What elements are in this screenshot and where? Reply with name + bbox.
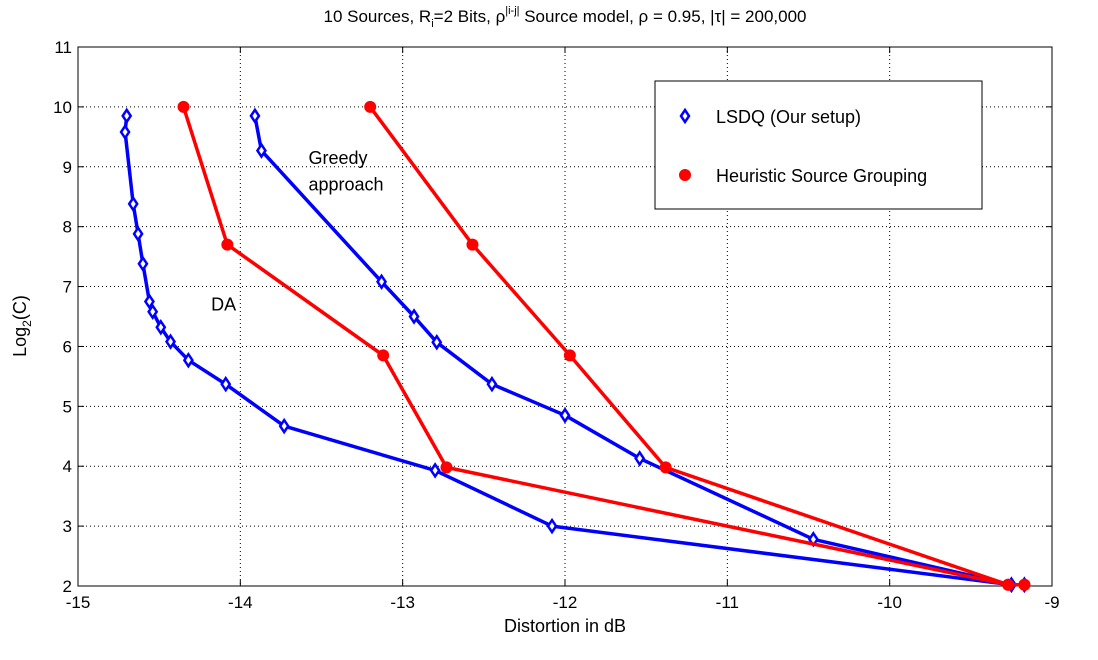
data-point xyxy=(220,375,232,393)
legend-label: Heuristic Source Grouping xyxy=(716,166,927,186)
annotation-label: Greedy xyxy=(309,148,368,168)
y-tick-label: 5 xyxy=(63,397,72,416)
data-point xyxy=(440,461,453,474)
data-point xyxy=(137,255,149,273)
data-point xyxy=(1002,578,1015,591)
axis-ticks: -15 -14 -13 -12 -11 -10 -9 2 3 4 5 6 7 8 9 10 11 xyxy=(53,38,1059,612)
legend-entry: Heuristic Source Grouping xyxy=(679,166,927,186)
y-axis-label-subscript: 2 xyxy=(20,320,34,327)
data-point xyxy=(634,450,646,467)
data-point xyxy=(119,123,131,141)
data-point xyxy=(155,319,167,336)
legend-box xyxy=(654,80,983,210)
legend: LSDQ (Our setup) Heuristic Source Groupin… xyxy=(654,80,983,210)
data-point xyxy=(486,375,498,393)
annotation-label: DA xyxy=(211,295,236,315)
annotations: Greedy approach DA xyxy=(211,148,383,315)
y-tick-label: 4 xyxy=(63,457,72,476)
annotation-label: approach xyxy=(309,175,384,195)
data-point xyxy=(563,349,576,362)
x-tick-label: -14 xyxy=(228,593,253,612)
x-tick-label: -9 xyxy=(1044,593,1059,612)
chart-title-superscript: |i-j| xyxy=(505,5,519,17)
data-point xyxy=(546,517,558,535)
data-point xyxy=(659,461,672,474)
data-point xyxy=(165,333,177,350)
data-point xyxy=(182,351,194,369)
chart-title-part-3: Source model, ρ = 0.95, |τ| = 200,000 xyxy=(520,7,807,26)
data-point xyxy=(278,417,290,435)
data-point xyxy=(466,238,479,251)
chart-title-subscript: i xyxy=(431,18,433,30)
data-point xyxy=(431,333,443,351)
y-tick-label: 10 xyxy=(53,98,72,117)
data-point xyxy=(143,293,155,310)
y-tick-label: 7 xyxy=(63,278,72,297)
series-2 xyxy=(177,100,1031,591)
y-axis-label-main: Log xyxy=(10,327,30,357)
data-point xyxy=(121,107,133,125)
y-tick-label: 2 xyxy=(63,577,72,596)
data-point xyxy=(132,225,144,243)
data-point xyxy=(559,407,571,424)
legend-marker xyxy=(679,169,691,181)
x-tick-label: -11 xyxy=(716,593,739,612)
data-point xyxy=(1018,578,1031,591)
y-tick-label: 9 xyxy=(63,158,72,177)
data-point xyxy=(221,238,234,251)
data-point xyxy=(377,349,390,362)
legend-entry: LSDQ (Our setup) xyxy=(679,107,861,127)
data-point xyxy=(147,303,159,320)
chart-title-part-1: 10 Sources, R xyxy=(323,7,431,26)
chart-title-part-2: =2 Bits, ρ xyxy=(434,7,506,26)
x-tick-label: -13 xyxy=(390,593,415,612)
legend-label: LSDQ (Our setup) xyxy=(716,107,861,127)
x-tick-label: -12 xyxy=(553,593,578,612)
y-tick-label: 3 xyxy=(63,517,72,536)
data-point xyxy=(408,308,420,325)
series-line xyxy=(123,115,1025,587)
data-point xyxy=(177,100,190,113)
data-point xyxy=(127,195,139,213)
y-tick-label: 6 xyxy=(63,337,72,356)
x-tick-label: -10 xyxy=(877,593,902,612)
y-axis-label-tail: (C) xyxy=(10,295,30,320)
x-axis-label: Distortion in dB xyxy=(504,616,626,636)
y-tick-label: 8 xyxy=(63,218,72,237)
data-point xyxy=(255,142,267,159)
y-axis-label: Log2(C) xyxy=(10,295,34,357)
data-point xyxy=(429,462,441,479)
data-point xyxy=(376,273,388,291)
data-point xyxy=(249,107,261,125)
legend-marker xyxy=(679,107,691,125)
data-series xyxy=(119,100,1031,594)
data-point xyxy=(364,100,377,113)
y-tick-label: 11 xyxy=(54,38,72,57)
x-tick-label: -15 xyxy=(66,593,91,612)
chart-title: 10 Sources, Ri=2 Bits, ρ|i-j| Source mod… xyxy=(323,5,806,30)
